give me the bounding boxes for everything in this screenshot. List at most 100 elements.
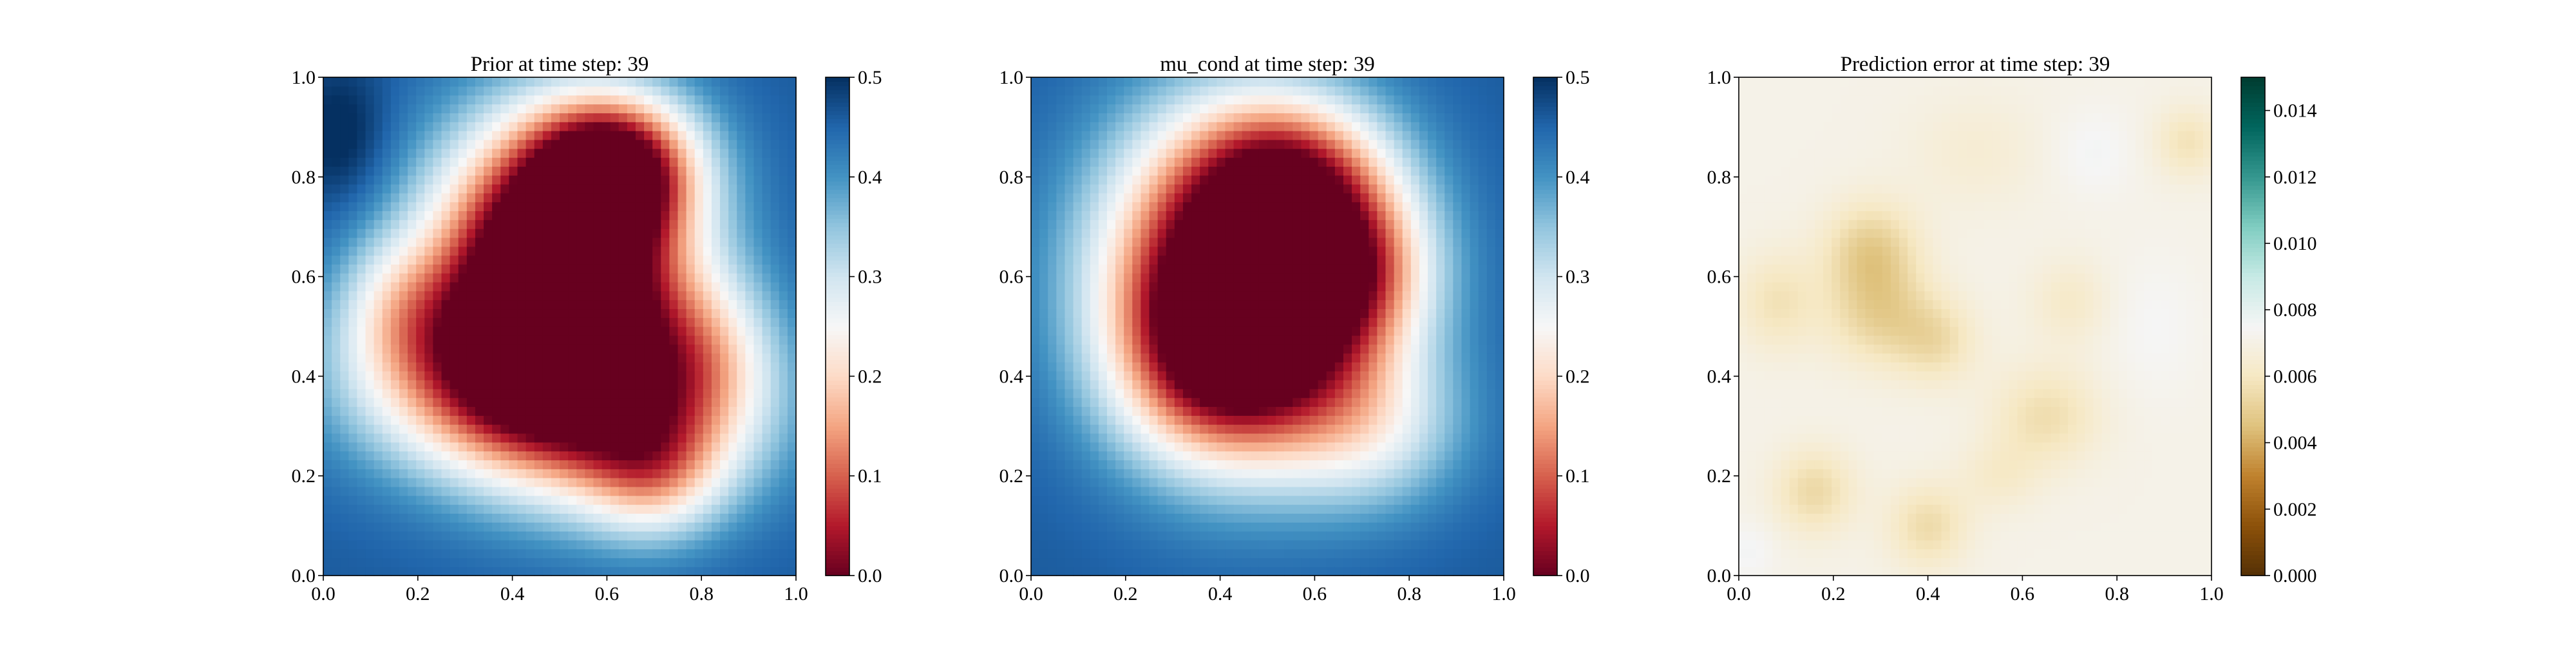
heatmap-cell bbox=[509, 264, 518, 274]
heatmap-cell bbox=[1107, 558, 1116, 567]
heatmap-cell bbox=[644, 326, 653, 336]
heatmap-cell bbox=[517, 380, 526, 389]
heatmap-cell bbox=[391, 478, 400, 487]
heatmap-cell bbox=[1158, 558, 1167, 567]
heatmap-cell bbox=[753, 238, 762, 247]
heatmap-cell bbox=[348, 86, 357, 96]
heatmap-cell bbox=[459, 211, 468, 220]
heatmap-cell bbox=[1107, 220, 1116, 229]
heatmap-cell bbox=[1183, 567, 1192, 576]
heatmap-cell bbox=[1065, 317, 1074, 327]
heatmap-cell bbox=[383, 273, 392, 283]
heatmap-cell bbox=[551, 362, 560, 371]
heatmap-cell bbox=[611, 531, 620, 541]
heatmap-cell bbox=[408, 291, 417, 301]
heatmap-cell bbox=[687, 166, 696, 176]
heatmap-cell bbox=[712, 113, 721, 122]
heatmap-cell bbox=[788, 415, 797, 425]
heatmap-cell bbox=[543, 122, 552, 131]
heatmap-cell bbox=[1039, 567, 1048, 576]
heatmap-cell bbox=[560, 442, 569, 452]
heatmap-cell bbox=[1191, 104, 1200, 113]
heatmap-cell bbox=[323, 95, 332, 105]
colorbar-step bbox=[826, 169, 849, 173]
heatmap-cell bbox=[526, 86, 535, 96]
heatmap-cell bbox=[1225, 531, 1234, 541]
heatmap-cell bbox=[1056, 433, 1065, 443]
heatmap-cell bbox=[340, 282, 349, 292]
heatmap-cell bbox=[1107, 549, 1116, 559]
heatmap-cell bbox=[678, 487, 687, 496]
heatmap-cell bbox=[1074, 317, 1083, 327]
heatmap-cell bbox=[669, 460, 678, 469]
heatmap-cell bbox=[459, 567, 468, 576]
heatmap-cell bbox=[1242, 531, 1251, 541]
heatmap-cell bbox=[543, 478, 552, 487]
heatmap-cell bbox=[1048, 193, 1057, 203]
colorbar-step bbox=[826, 285, 849, 290]
heatmap-cell bbox=[737, 140, 746, 149]
heatmap-cell bbox=[1284, 549, 1293, 559]
heatmap-cell bbox=[383, 157, 392, 167]
heatmap-cell bbox=[1242, 398, 1251, 408]
heatmap-cell bbox=[475, 247, 484, 256]
heatmap-cell bbox=[762, 344, 772, 354]
heatmap-cell bbox=[535, 522, 544, 532]
heatmap-cell bbox=[1208, 424, 1217, 434]
heatmap-cell bbox=[636, 469, 645, 478]
heatmap-cell bbox=[1099, 513, 1108, 523]
heatmap-cell bbox=[459, 131, 468, 140]
heatmap-cell bbox=[1259, 317, 1268, 327]
heatmap-cell bbox=[652, 522, 661, 532]
heatmap-cell bbox=[1065, 558, 1074, 567]
heatmap-cell bbox=[1166, 380, 1175, 389]
heatmap-cell bbox=[1166, 282, 1175, 292]
heatmap-cell bbox=[543, 140, 552, 149]
heatmap-cell bbox=[1124, 362, 1133, 371]
heatmap-cell bbox=[636, 540, 645, 550]
heatmap-cell bbox=[669, 273, 678, 283]
heatmap-cell bbox=[771, 247, 780, 256]
heatmap-cell bbox=[669, 175, 678, 185]
heatmap-cell bbox=[442, 202, 451, 212]
heatmap-cell bbox=[475, 353, 484, 362]
heatmap-cell bbox=[602, 326, 611, 336]
heatmap-cell bbox=[1259, 567, 1268, 576]
heatmap-cell bbox=[340, 238, 349, 247]
heatmap-cell bbox=[576, 255, 585, 265]
heatmap-cell bbox=[593, 398, 602, 408]
heatmap-cell bbox=[1208, 522, 1217, 532]
heatmap-cell bbox=[1200, 77, 1209, 87]
heatmap-cell bbox=[475, 317, 484, 327]
heatmap-cell bbox=[509, 487, 518, 496]
heatmap-cell bbox=[1090, 86, 1099, 96]
heatmap-cell bbox=[1150, 326, 1159, 336]
heatmap-cell bbox=[611, 344, 620, 354]
heatmap-cell bbox=[399, 113, 408, 122]
heatmap-cell bbox=[1251, 415, 1260, 425]
heatmap-cell bbox=[1217, 478, 1226, 487]
heatmap-cell bbox=[357, 247, 366, 256]
heatmap-cell bbox=[753, 308, 762, 318]
heatmap-cell bbox=[779, 513, 788, 523]
heatmap-cell bbox=[1141, 229, 1150, 238]
heatmap-cell bbox=[332, 513, 341, 523]
colorbar-step bbox=[826, 389, 849, 393]
heatmap-cell bbox=[1082, 184, 1091, 194]
heatmap-cell bbox=[1124, 442, 1133, 452]
heatmap-cell bbox=[535, 540, 544, 550]
heatmap-cell bbox=[1115, 478, 1124, 487]
heatmap-cell bbox=[1166, 220, 1175, 229]
heatmap-cell bbox=[1284, 415, 1293, 425]
heatmap-cell bbox=[1276, 398, 1285, 408]
heatmap-cell bbox=[424, 202, 433, 212]
heatmap-cell bbox=[1208, 567, 1217, 576]
heatmap-cell bbox=[1039, 282, 1048, 292]
heatmap-cell bbox=[543, 157, 552, 167]
heatmap-cell bbox=[340, 389, 349, 399]
heatmap-cell bbox=[357, 487, 366, 496]
heatmap-cell bbox=[720, 308, 729, 318]
heatmap-cell bbox=[467, 344, 476, 354]
heatmap-cell bbox=[762, 380, 772, 389]
heatmap-cell bbox=[442, 291, 451, 301]
